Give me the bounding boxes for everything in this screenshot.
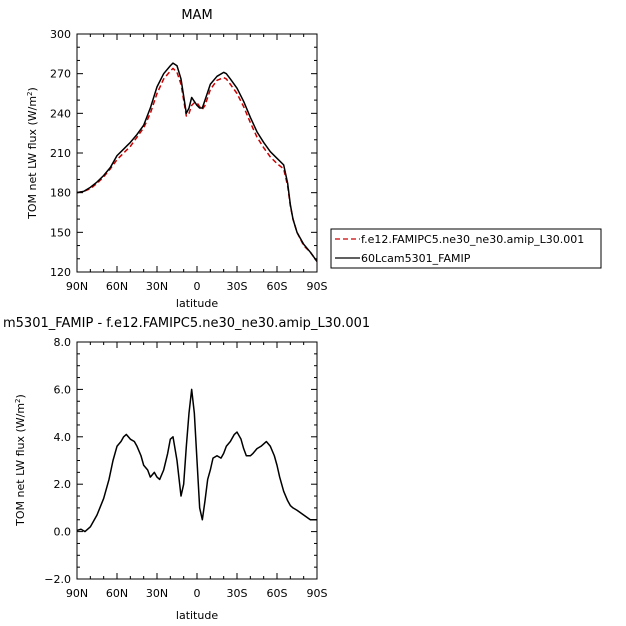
top-x-tick-label: 0 (194, 280, 201, 293)
bottom-chart-ylabel-text: TOM net LW flux (W/m (14, 403, 27, 527)
bottom-chart-frame (76, 341, 318, 580)
bottom-y-tick-label: 6.0 (54, 383, 72, 396)
legend-entry-1: f.e12.FAMIPC5.ne30_ne30.amip_L30.001 (361, 233, 584, 246)
top-x-tick-label: 60N (106, 280, 128, 293)
bottom-x-tick-label: 60N (106, 587, 128, 600)
bottom-chart-ylabel-close: ) (14, 394, 27, 398)
bottom-chart-xlabel: latitude (176, 609, 218, 622)
top-y-tick-label: 180 (50, 187, 71, 200)
bottom-chart-title: m5301_FAMIP - f.e12.FAMIPC5.ne30_ne30.am… (3, 316, 370, 331)
top-chart-ylabel: TOM net LW flux (W/m2) (26, 87, 39, 220)
top-y-tick-label: 240 (50, 107, 71, 120)
bottom-y-tick-label: −2.0 (44, 573, 71, 586)
bottom-y-tick-label: 4.0 (54, 431, 72, 444)
bottom-chart-panel: m5301_FAMIP - f.e12.FAMIPC5.ne30_ne30.am… (3, 316, 370, 622)
bottom-x-tick-label: 90S (307, 587, 328, 600)
top-chart-axes: 90N 60N 30N 0 30S 60S 90S 120 150 180 210 240 270 300 (50, 28, 328, 293)
top-chart-legend: f.e12.FAMIPC5.ne30_ne30.amip_L30.001 60L… (330, 228, 602, 269)
top-chart-ylabel-text: TOM net LW flux (W/m (26, 96, 39, 220)
bottom-chart-ylabel: TOM net LW flux (W/m2) (14, 394, 27, 527)
top-x-tick-label: 90S (307, 280, 328, 293)
bottom-x-tick-label: 30S (227, 587, 248, 600)
top-chart-series (76, 62, 318, 262)
bottom-y-tick-label: 8.0 (54, 336, 72, 349)
top-chart-panel: MAM 90N 60N 30N 0 30S 60S 90S 120 150 180 210 240 27… (26, 8, 602, 310)
top-x-tick-label: 90N (66, 280, 88, 293)
top-chart-frame (76, 33, 318, 273)
legend-box (330, 228, 602, 269)
top-y-tick-label: 300 (50, 28, 71, 41)
top-series-line-2 (76, 62, 318, 262)
bottom-x-tick-label: 0 (194, 587, 201, 600)
bottom-chart-ylabel-superscript: 2 (14, 398, 22, 402)
top-y-tick-label: 120 (50, 266, 71, 279)
top-x-tick-label: 60S (267, 280, 288, 293)
bottom-x-tick-label: 30N (146, 587, 168, 600)
bottom-series-line-1 (76, 388, 317, 533)
bottom-x-tick-label: 60S (267, 587, 288, 600)
top-chart-ylabel-superscript: 2 (26, 91, 34, 95)
legend-entry-2: 60Lcam5301_FAMIP (361, 252, 471, 265)
bottom-chart-axes: 90N 60N 30N 0 30S 60S 90S −2.0 0.0 2.0 4.0 6.0 8.0 (44, 336, 327, 600)
bottom-y-tick-label: 0.0 (54, 526, 72, 539)
top-chart-ylabel-close: ) (26, 87, 39, 91)
top-y-tick-label: 210 (50, 147, 71, 160)
bottom-chart-series (76, 388, 317, 533)
top-y-tick-label: 150 (50, 226, 71, 239)
bottom-y-tick-label: 2.0 (54, 478, 72, 491)
top-x-tick-label: 30N (146, 280, 168, 293)
top-chart-title: MAM (181, 8, 212, 23)
top-series-line-1 (76, 67, 318, 262)
top-y-tick-label: 270 (50, 68, 71, 81)
bottom-x-tick-label: 90N (66, 587, 88, 600)
top-x-tick-label: 30S (227, 280, 248, 293)
top-chart-xlabel: latitude (176, 297, 218, 310)
